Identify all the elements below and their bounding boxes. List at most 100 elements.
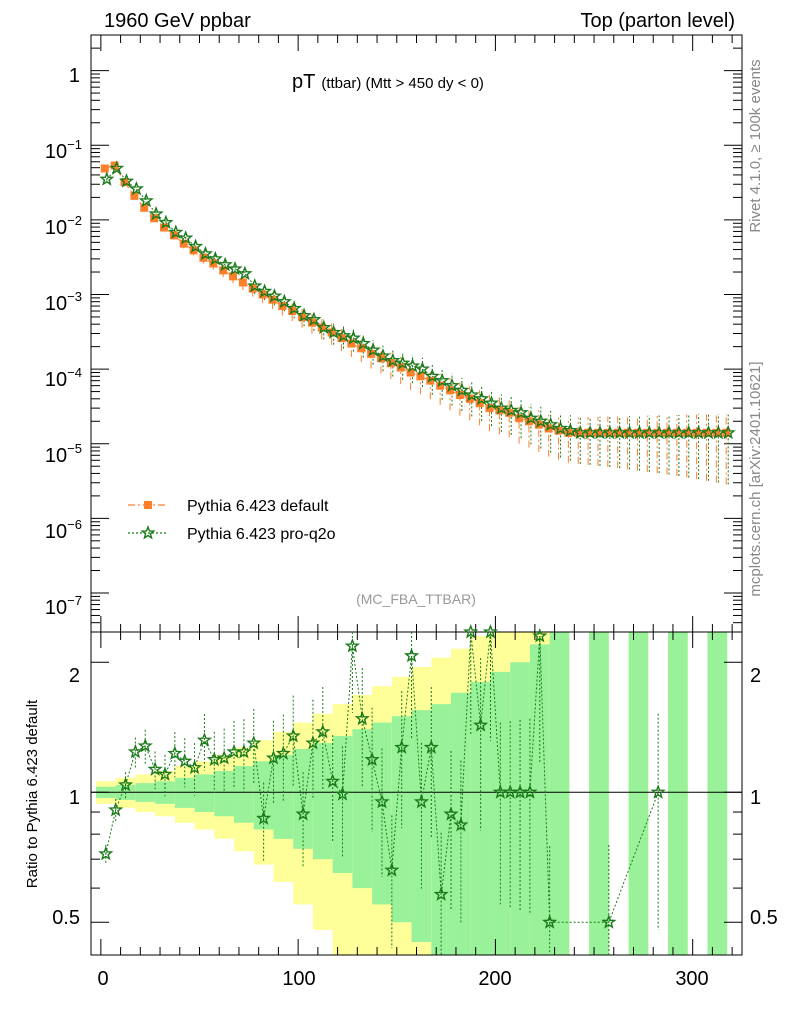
marker-pro: [543, 416, 559, 432]
ratio-marker: [137, 737, 153, 753]
marker-default: [169, 231, 178, 240]
marker-pro: [178, 230, 194, 245]
ratio-marker: [295, 806, 311, 821]
ratio-marker: [532, 628, 548, 643]
marker-pro: [187, 238, 204, 253]
marker-pro: [395, 355, 411, 370]
marker-pro: [217, 256, 233, 272]
band-stat: [490, 671, 511, 955]
marker-default: [386, 359, 395, 368]
marker-default: [248, 284, 257, 293]
ratio-marker: [305, 735, 321, 750]
band-stat: [214, 771, 235, 817]
main-axis-ticks: [91, 34, 742, 633]
band-stat: [529, 644, 550, 955]
ratio-marker: [364, 751, 380, 767]
marker-default: [436, 381, 445, 390]
x-tick-label-300: 300: [675, 968, 708, 990]
marker-pro: [109, 160, 125, 175]
marker-default: [327, 328, 336, 337]
marker-pro: [227, 260, 243, 276]
analysis-label: (MC_FBA_TTBAR): [356, 591, 476, 607]
marker-default: [100, 164, 109, 173]
marker-pro: [168, 224, 184, 239]
ratio-line: [105, 631, 659, 923]
marker-default: [505, 408, 514, 417]
marker-default: [376, 354, 385, 363]
ratio-series-line: [105, 631, 659, 955]
ratio-marker: [117, 776, 134, 792]
marker-pro: [464, 386, 480, 402]
header-left: 1960 GeV ppbar: [104, 10, 251, 32]
marker-default: [159, 223, 168, 232]
ratio-tick-label-right-05: 0.5: [750, 907, 778, 929]
marker-pro: [552, 420, 569, 435]
marker-pro: [503, 402, 519, 417]
ratio-tick-label-right-1: 1: [750, 787, 761, 809]
marker-default: [347, 339, 356, 348]
ratio-marker: [216, 750, 232, 765]
marker-default: [219, 266, 228, 275]
ratio-marker: [601, 914, 617, 929]
ratio-marker: [403, 647, 420, 663]
ratio-marker: [196, 732, 213, 747]
ratio-y-axis-label: Ratio to Pythia 6.423 default: [24, 699, 41, 888]
marker-default: [663, 428, 672, 437]
ratio-marker: [246, 735, 262, 750]
marker-pro: [197, 245, 214, 261]
y-tick-label-7: 10−7: [45, 593, 82, 619]
marker-pro: [385, 352, 401, 368]
marker-pro: [148, 205, 164, 221]
band-stat: [451, 692, 471, 955]
marker-pro: [247, 277, 263, 293]
ratio-marker: [157, 766, 173, 781]
ratio-marker: [285, 727, 301, 743]
marker-pro: [474, 390, 490, 406]
main-frame: [90, 34, 743, 633]
marker-pro: [375, 347, 391, 363]
marker-pro: [493, 400, 509, 415]
ratio-marker: [256, 810, 272, 825]
ratio-marker: [433, 886, 449, 901]
marker-pro: [128, 180, 144, 196]
marker-pro: [296, 307, 312, 323]
marker-pro: [266, 288, 283, 303]
marker-pro: [523, 410, 539, 425]
y-tick-label-2: 10−2: [45, 213, 82, 239]
marker-pro: [365, 342, 381, 357]
ratio-marker: [384, 862, 400, 877]
marker-pro: [355, 335, 371, 351]
marker-pro: [414, 361, 431, 376]
header-right: Top (parton level): [580, 10, 735, 32]
marker-default: [623, 428, 632, 437]
ratio-marker: [522, 784, 538, 799]
marker-default: [722, 428, 731, 437]
series-markers: [99, 160, 736, 440]
marker-default: [554, 426, 563, 435]
ratio-marker: [108, 801, 124, 817]
x-tick-label-0: 0: [97, 968, 108, 990]
band-stat: [668, 632, 688, 955]
marker-default: [495, 406, 504, 415]
marker-default: [238, 278, 247, 287]
marker-default: [574, 428, 583, 437]
marker-pro: [444, 377, 460, 393]
marker-pro: [434, 372, 450, 388]
marker-default: [130, 191, 139, 200]
x-tick-label-100: 100: [282, 968, 315, 990]
plot-title: pT (ttbar) (Mtt > 450 dy < 0): [292, 71, 484, 93]
ratio-marker: [374, 793, 390, 809]
ratio-marker: [186, 759, 203, 775]
marker-pro: [404, 358, 421, 373]
marker-pro: [286, 300, 302, 315]
ratio-tick-label-2: 2: [69, 665, 80, 687]
band-stat: [411, 710, 432, 943]
mcplots-source-label: mcplots.cern.ch [arXiv:2401.10621]: [747, 361, 764, 596]
ratio-marker: [650, 784, 666, 799]
ratio-series-markers: [98, 624, 666, 929]
band-stat: [707, 632, 728, 955]
band-stat: [332, 735, 353, 874]
legend-marker-default: [144, 501, 152, 509]
marker-default: [110, 161, 119, 170]
marker-default: [613, 428, 622, 437]
